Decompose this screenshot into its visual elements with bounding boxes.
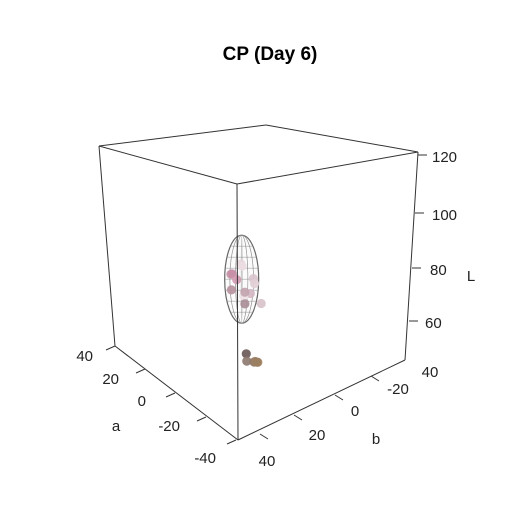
a-tick-label: 20 [102, 371, 119, 388]
a-tick-label: 0 [138, 393, 146, 410]
chart-title: CP (Day 6) [223, 44, 318, 65]
data-point-7 [226, 285, 236, 295]
data-point-13 [232, 275, 242, 285]
box-back-edges [98, 124, 419, 153]
box-edge-front-6 [237, 359, 406, 441]
b-tick-label: 40 [259, 453, 276, 470]
box-front-edges [98, 145, 419, 441]
axis-L: 120 100 80 60 L 40 [409, 149, 475, 381]
L-tick-label: 100 [432, 207, 457, 224]
box-edge-back-1 [265, 124, 419, 153]
a-tick-3 [165, 392, 176, 398]
L-tick-label: 80 [430, 262, 447, 279]
box-edge-front-3 [404, 151, 419, 361]
data-point-2 [237, 261, 247, 271]
data-point-11 [240, 299, 250, 309]
b-tick-4 [259, 433, 269, 440]
b-tick-label: 20 [309, 427, 326, 444]
data-point-15 [242, 356, 252, 366]
box-edge-front-0 [98, 145, 238, 185]
a-tick-label: 40 [76, 348, 93, 365]
data-points [226, 259, 266, 367]
data-point-9 [240, 287, 250, 297]
a-axis-label: a [112, 418, 121, 435]
box-edge-back-0 [98, 124, 267, 147]
data-point-19 [252, 357, 262, 367]
L-axis-label: L [467, 268, 475, 285]
a-tick-4 [196, 416, 207, 422]
b-tick-1 [370, 375, 380, 382]
L-tick-label: 120 [432, 149, 457, 166]
a-tick-1 [105, 345, 116, 351]
box-edge-front-5 [114, 345, 239, 441]
overlap-tick-label: 40 [422, 364, 439, 381]
a-tick-5 [226, 439, 237, 445]
a-tick-label: -40 [194, 450, 216, 467]
box-edge-front-4 [236, 183, 239, 441]
confidence-ellipsoid [224, 234, 260, 324]
data-point-5 [249, 279, 260, 289]
box-edge-front-1 [236, 151, 419, 185]
b-tick-3 [293, 414, 303, 421]
b-axis-label: b [372, 431, 380, 448]
b-tick-label: -20 [387, 381, 409, 398]
axis-a: 40 20 0 -20 -40 a [76, 345, 237, 467]
box-edge-front-2 [98, 145, 116, 347]
a-tick-2 [135, 368, 146, 374]
a-tick-label: -20 [158, 418, 180, 435]
data-point-10 [256, 298, 266, 309]
b-tick-2 [334, 394, 344, 401]
axis-b: -20 0 20 40 b [259, 375, 409, 470]
L-tick-label: 60 [425, 315, 442, 332]
b-tick-label: 0 [351, 403, 359, 420]
data-point-14 [241, 349, 251, 359]
